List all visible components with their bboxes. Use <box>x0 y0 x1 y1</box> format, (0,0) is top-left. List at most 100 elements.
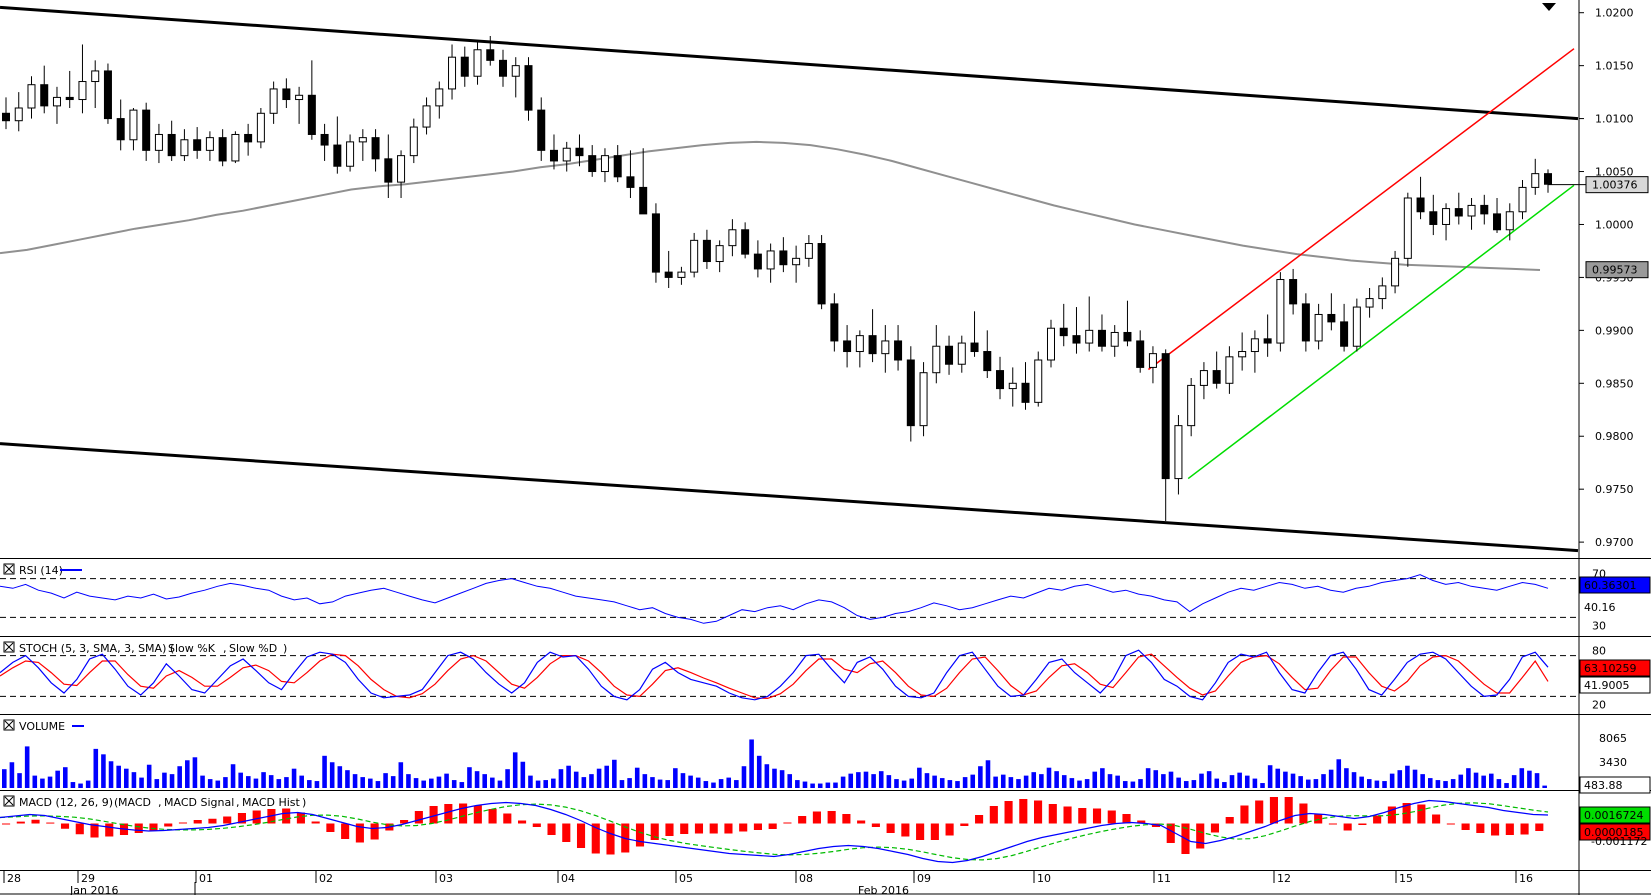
x-day-label: 12 <box>1277 872 1291 885</box>
stoch-legend-sep: , <box>223 642 227 655</box>
macd-hist-bar <box>1137 820 1146 824</box>
macd-hist-bar <box>783 822 792 824</box>
candle <box>218 129 227 167</box>
candle <box>1480 194 1489 225</box>
volume-bar <box>512 752 518 788</box>
candle <box>1263 314 1272 357</box>
volume-bar <box>284 777 289 788</box>
candle <box>613 145 622 183</box>
candle <box>881 325 890 373</box>
volume-bar <box>467 767 472 788</box>
candle <box>753 240 762 278</box>
volume-bar <box>329 762 335 788</box>
candle-body <box>1199 370 1208 386</box>
candle-body <box>78 81 87 101</box>
x-day-label: 16 <box>1519 872 1533 885</box>
macd-hist-bar <box>842 814 851 824</box>
macd-hist-bar <box>901 823 910 837</box>
volume-bar <box>200 775 205 788</box>
candle <box>1021 362 1030 410</box>
volume-bar <box>1389 773 1395 788</box>
volume-bar <box>1481 775 1486 788</box>
macd-hist-bar <box>149 823 158 831</box>
volume-axis-label: 3430 <box>1599 756 1627 769</box>
candle-body <box>499 59 508 77</box>
macd-hist-bar <box>591 823 600 854</box>
volume-bar <box>634 767 640 788</box>
candle-body <box>677 271 686 278</box>
candle <box>333 116 342 174</box>
volume-bar <box>764 764 770 788</box>
volume-bar <box>352 774 358 788</box>
volume-bar <box>1458 774 1464 788</box>
volume-bar <box>924 773 930 788</box>
candle <box>1518 180 1527 220</box>
candle-body <box>728 229 737 247</box>
macd-hist-bar <box>1284 797 1293 824</box>
candle-body <box>690 239 699 273</box>
macd-hist-bar <box>237 813 246 824</box>
macd-hist-bar <box>178 822 188 824</box>
volume-bar <box>215 780 221 788</box>
macd-hist-bar <box>473 805 482 824</box>
volume-bar <box>673 768 678 788</box>
volume-bar <box>535 780 541 788</box>
volume-bar <box>1466 768 1471 788</box>
candle <box>766 243 775 283</box>
macd-hist-bar <box>532 823 541 827</box>
volume-bar <box>276 779 282 788</box>
macd-hist-bar <box>326 823 335 832</box>
volume-bar <box>314 781 320 788</box>
candle <box>1301 293 1310 352</box>
volume-bar <box>665 780 671 788</box>
candle <box>1212 351 1221 389</box>
candle <box>1161 349 1170 521</box>
stoch-close-icon <box>4 642 14 652</box>
candle-body <box>1480 204 1489 215</box>
candle <box>651 203 660 283</box>
volume-bar <box>1023 775 1029 788</box>
rising-channel-upper <box>1147 48 1575 371</box>
price-tick-label: 0.9750 <box>1595 483 1634 496</box>
candle-body <box>511 65 520 77</box>
candle-body <box>371 137 380 160</box>
candle-body <box>409 126 418 157</box>
macd-hist-bar <box>1225 817 1234 824</box>
volume-bar <box>390 776 396 788</box>
candle <box>843 325 852 368</box>
volume-bar <box>970 774 976 788</box>
candle <box>575 134 584 167</box>
volume-bar <box>657 779 663 788</box>
candle-body <box>537 109 546 151</box>
volume-bar <box>1199 773 1204 788</box>
channel-upper-line <box>0 5 1579 121</box>
candle <box>1467 198 1476 230</box>
candle-body <box>65 96 74 101</box>
macd-hist-bar <box>960 823 969 826</box>
volume-bar <box>451 780 457 788</box>
candle-body <box>256 112 265 143</box>
macd-hist-current-label-box <box>1579 823 1651 841</box>
candle-body <box>1148 353 1157 368</box>
candle-body <box>1263 338 1272 344</box>
candle <box>52 86 61 124</box>
volume-bar <box>1138 779 1143 788</box>
candle <box>91 60 100 108</box>
macd-hist-bar <box>444 804 453 824</box>
macd-legend-open: ( <box>114 796 118 809</box>
candle <box>154 123 163 164</box>
candle <box>269 81 278 124</box>
volume-bar <box>680 773 686 788</box>
volume-bar <box>962 777 968 788</box>
candle-body <box>448 56 457 90</box>
volume-bar <box>520 761 526 788</box>
candle <box>193 127 202 159</box>
x-day-label: 28 <box>7 872 21 885</box>
volume-bar <box>551 778 556 788</box>
volume-bar <box>627 778 632 788</box>
macd-hist-bar <box>547 823 556 835</box>
candle-body <box>486 49 495 61</box>
candle-body <box>945 345 954 365</box>
volume-bar <box>116 765 121 788</box>
candle-body <box>792 257 801 266</box>
